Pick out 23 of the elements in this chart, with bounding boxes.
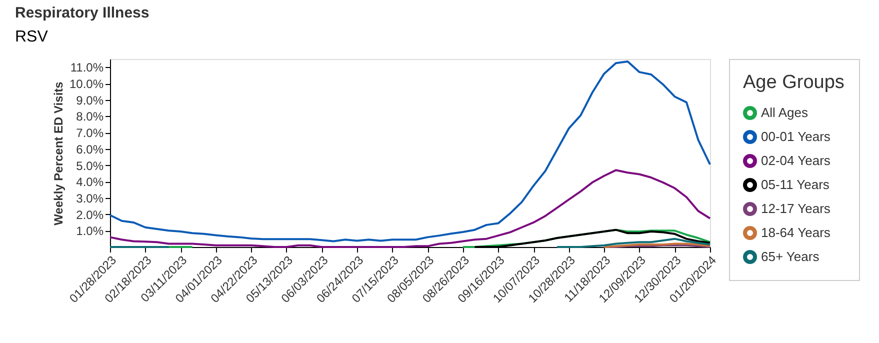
y-tick-label: 4.0% — [76, 175, 104, 190]
y-tick-label: 10.0% — [69, 77, 104, 92]
legend-title: Age Groups — [743, 72, 844, 93]
y-tick-label: 11.0% — [70, 60, 104, 75]
legend-label: 05-11 Years — [761, 177, 830, 192]
chart-title: Respiratory Illness — [15, 4, 150, 22]
legend-label: 18-64 Years — [761, 225, 831, 240]
legend-label: All Ages — [761, 105, 808, 120]
legend-label: 12-17 Years — [761, 201, 831, 216]
y-tick-label: 5.0% — [76, 158, 104, 173]
y-tick-label: 1.0% — [76, 224, 104, 238]
y-tick-label: 8.0% — [76, 110, 104, 124]
legend-label: 00-01 Years — [761, 129, 831, 144]
y-tick-label: 3.0% — [76, 191, 104, 206]
y-tick-label: 6.0% — [76, 142, 104, 156]
y-tick-label: 9.0% — [76, 93, 104, 108]
y-tick-label: 7.0% — [76, 126, 104, 140]
line-series — [109, 60, 711, 242]
legend-label: 02-04 Years — [761, 153, 831, 168]
chart-subtitle: RSV — [15, 28, 48, 46]
y-tick-label: 2.0% — [76, 208, 104, 222]
legend-label: 65+ Years — [761, 249, 820, 264]
y-axis-title: Weekly Percent ED Visits — [51, 81, 66, 226]
